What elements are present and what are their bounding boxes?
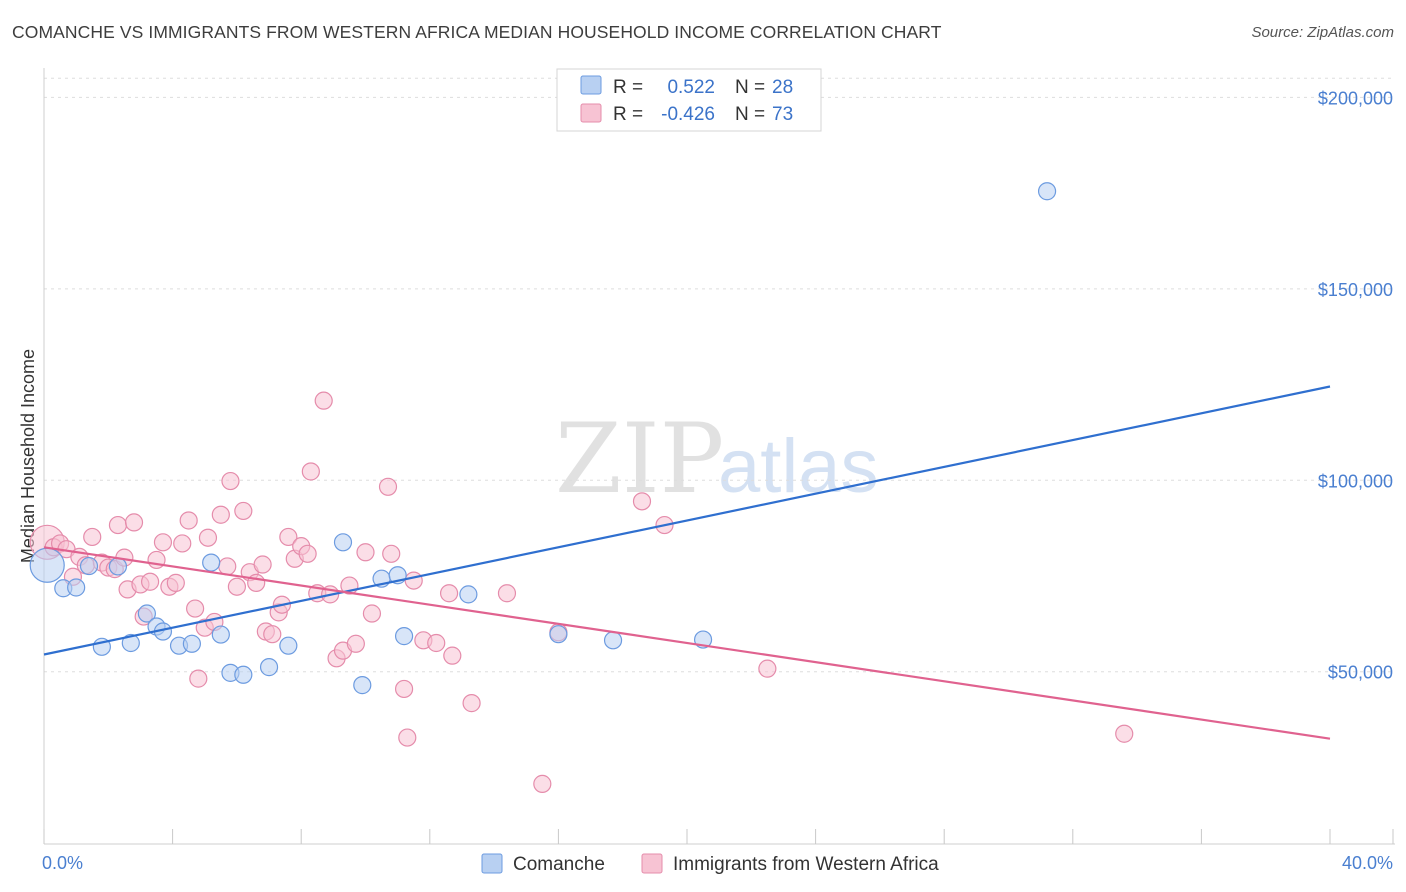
data-point-comanche	[211, 625, 230, 644]
data-point-immigrants	[198, 528, 218, 547]
data-point-immigrants	[211, 505, 230, 524]
data-point-immigrants	[398, 728, 417, 747]
legend-n-value-immigrants: 73	[772, 104, 793, 125]
data-point-immigrants	[758, 659, 777, 678]
y-tick-labels: $50,000 $100,000 $150,000 $200,000	[1318, 88, 1393, 682]
data-point-immigrants	[279, 527, 298, 547]
data-point-comanche	[29, 547, 65, 583]
y-tick-label: $200,000	[1318, 88, 1393, 108]
data-point-immigrants	[173, 534, 192, 553]
watermark-atlas: atlas	[718, 424, 879, 509]
data-point-immigrants	[298, 544, 317, 563]
y-tick-label: $50,000	[1328, 663, 1393, 683]
series-legend-label-immigrants[interactable]: Immigrants from Western Africa	[673, 854, 939, 875]
series-legend-swatch-comanche[interactable]	[481, 853, 503, 874]
data-point-immigrants	[108, 515, 128, 535]
data-point-immigrants	[179, 511, 198, 530]
legend-r-label-immigrants: R =	[613, 104, 643, 125]
trend-line-comanche	[43, 385, 1331, 656]
legend-swatch-immigrants	[580, 103, 602, 123]
data-point-immigrants	[378, 477, 398, 496]
data-point-immigrants	[394, 679, 414, 699]
data-point-immigrants	[632, 492, 652, 511]
data-point-immigrants	[533, 774, 552, 793]
y-axis-title: Median Household Income	[18, 349, 38, 563]
data-point-immigrants	[301, 462, 320, 481]
series-legend-swatch-immigrants[interactable]	[641, 853, 663, 874]
trend-lines	[43, 385, 1331, 740]
data-point-immigrants	[427, 633, 446, 653]
data-point-immigrants	[462, 694, 481, 713]
data-point-immigrants	[253, 555, 272, 574]
data-point-immigrants	[443, 646, 462, 665]
trend-line-immigrants	[43, 546, 1331, 740]
data-point-comanche	[79, 556, 99, 576]
series-legend-label-comanche[interactable]: Comanche	[513, 854, 605, 875]
data-point-comanche	[202, 553, 221, 572]
data-point-comanche	[394, 627, 414, 646]
data-point-immigrants	[153, 533, 173, 552]
data-point-immigrants	[314, 391, 333, 410]
data-point-immigrants	[234, 501, 253, 521]
data-point-comanche	[234, 665, 253, 684]
data-point-immigrants	[83, 527, 102, 547]
x-tick-label-max: 40.0%	[1342, 853, 1393, 873]
legend-n-label-comanche: N =	[735, 77, 765, 98]
data-point-comanche	[333, 533, 353, 552]
data-point-comanche	[353, 676, 372, 695]
gridlines	[44, 77, 1395, 673]
legend-n-value-comanche: 28	[772, 77, 793, 98]
data-point-immigrants	[497, 584, 517, 603]
legend-n-label-immigrants: N =	[735, 104, 765, 125]
data-point-immigrants	[221, 471, 240, 491]
data-point-comanche	[279, 636, 298, 655]
legend-r-value-immigrants: -0.426	[661, 104, 715, 125]
data-point-immigrants	[218, 557, 237, 576]
data-point-immigrants	[439, 584, 459, 603]
data-point-immigrants	[382, 544, 401, 563]
chart-title: COMANCHE VS IMMIGRANTS FROM WESTERN AFRI…	[12, 22, 942, 42]
data-point-immigrants	[1115, 724, 1134, 743]
data-point-comanche	[182, 634, 201, 653]
data-point-comanche	[137, 604, 156, 623]
data-point-comanche	[108, 557, 128, 576]
data-point-immigrants	[189, 669, 208, 688]
data-point-immigrants	[186, 599, 205, 618]
data-point-immigrants	[362, 604, 382, 623]
source-credit: Source: ZipAtlas.com	[1251, 24, 1394, 41]
data-point-immigrants	[227, 577, 246, 596]
data-point-immigrants	[140, 572, 160, 591]
legend-swatch-comanche	[580, 75, 602, 95]
data-point-immigrants	[263, 625, 282, 644]
data-point-comanche	[459, 585, 478, 604]
data-point-comanche	[549, 625, 568, 644]
data-point-immigrants	[166, 573, 185, 592]
data-point-comanche	[121, 633, 140, 653]
y-tick-label: $100,000	[1318, 471, 1393, 491]
data-point-immigrants	[404, 571, 423, 590]
data-point-immigrants	[124, 513, 144, 532]
stats-legend: R = 0.522 N = 28 R = -0.426 N = 73	[556, 68, 822, 132]
x-tick-label-min: 0.0%	[42, 853, 83, 873]
data-point-comanche	[1037, 182, 1057, 201]
data-point-immigrants	[346, 634, 365, 653]
data-point-comanche	[603, 631, 623, 650]
data-point-comanche	[67, 578, 86, 597]
legend-r-label-comanche: R =	[613, 77, 643, 98]
y-tick-label: $150,000	[1318, 280, 1393, 300]
data-point-comanche	[259, 658, 279, 677]
data-point-immigrants	[356, 543, 375, 562]
legend-r-value-comanche: 0.522	[667, 77, 715, 98]
series-legend: Comanche Immigrants from Western Africa	[481, 853, 939, 875]
axes	[43, 68, 1395, 845]
